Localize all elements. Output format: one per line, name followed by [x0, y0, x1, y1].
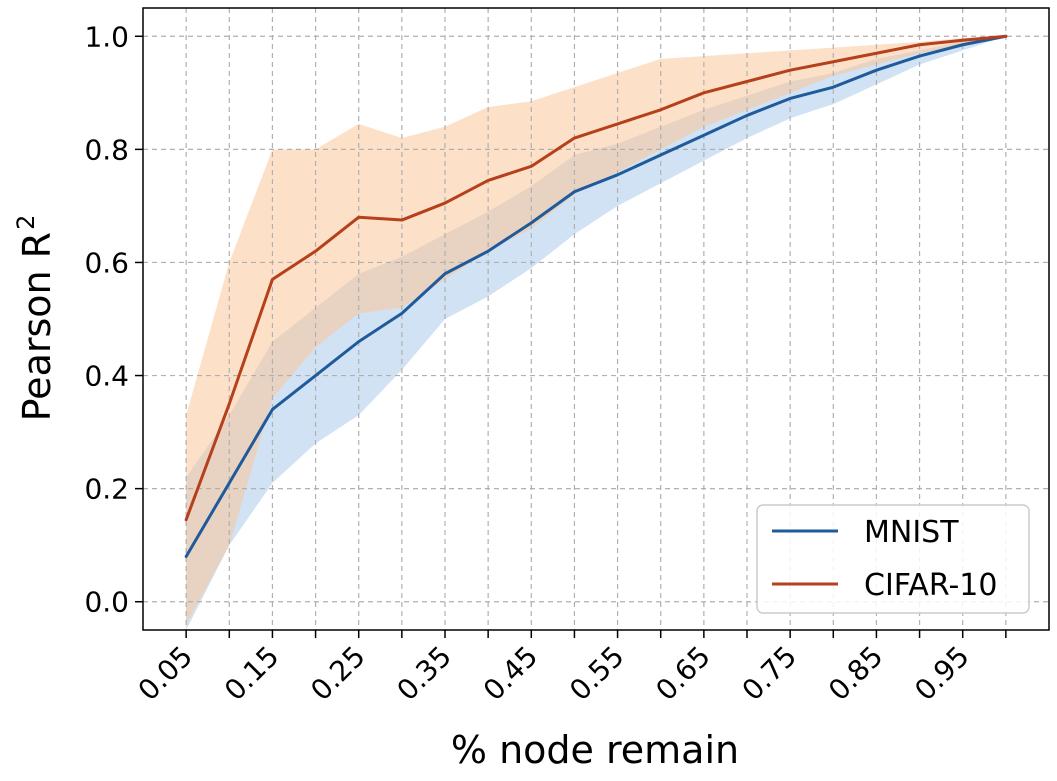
y-axis-ticks: 0.0 0.2 0.4 0.6 0.8 1.0 — [84, 20, 143, 619]
plot-frame — [142, 7, 1050, 631]
y-tick-label: 1.0 — [84, 20, 129, 53]
legend: MNIST CIFAR-10 — [756, 504, 1030, 614]
x-axis-label: % node remain — [451, 728, 739, 772]
grid-lines — [143, 8, 1049, 630]
y-axis-label-superscript: 2 — [12, 215, 40, 230]
x-tick-label: 0.15 — [218, 640, 285, 707]
band-cifar-10 — [186, 36, 1006, 625]
x-tick-label: 0.35 — [391, 640, 458, 707]
x-tick-label: 0.75 — [736, 640, 803, 707]
y-tick-label: 0.8 — [84, 133, 129, 166]
x-tick-label: 0.85 — [822, 640, 889, 707]
y-tick-label: 0.6 — [84, 246, 129, 279]
x-tick-label: 0.45 — [477, 640, 544, 707]
x-tick-label: 0.25 — [304, 640, 371, 707]
x-tick-label: 0.65 — [649, 640, 716, 707]
confidence-bands — [186, 36, 1006, 631]
legend-label-mnist: MNIST — [864, 515, 959, 550]
y-tick-label: 0.4 — [84, 360, 129, 393]
y-axis-label-text: Pearson R — [15, 232, 59, 421]
y-axis-label: Pearson R 2 — [12, 215, 59, 422]
x-tick-label: 0.95 — [908, 640, 975, 707]
legend-label-cifar-10: CIFAR-10 — [864, 568, 997, 603]
series-line-mnist — [184, 34, 1008, 558]
y-tick-label: 0.0 — [84, 586, 129, 619]
x-tick-label: 0.55 — [563, 640, 630, 707]
x-tick-label: 0.05 — [132, 640, 199, 707]
series-line-cifar-10 — [184, 34, 1008, 522]
x-axis-ticks: 0.05 0.15 0.25 0.35 0.45 0.55 0.65 0.75 0.85 0.95 — [132, 630, 1007, 707]
y-tick-label: 0.2 — [84, 473, 129, 506]
series-lines — [184, 34, 1008, 558]
